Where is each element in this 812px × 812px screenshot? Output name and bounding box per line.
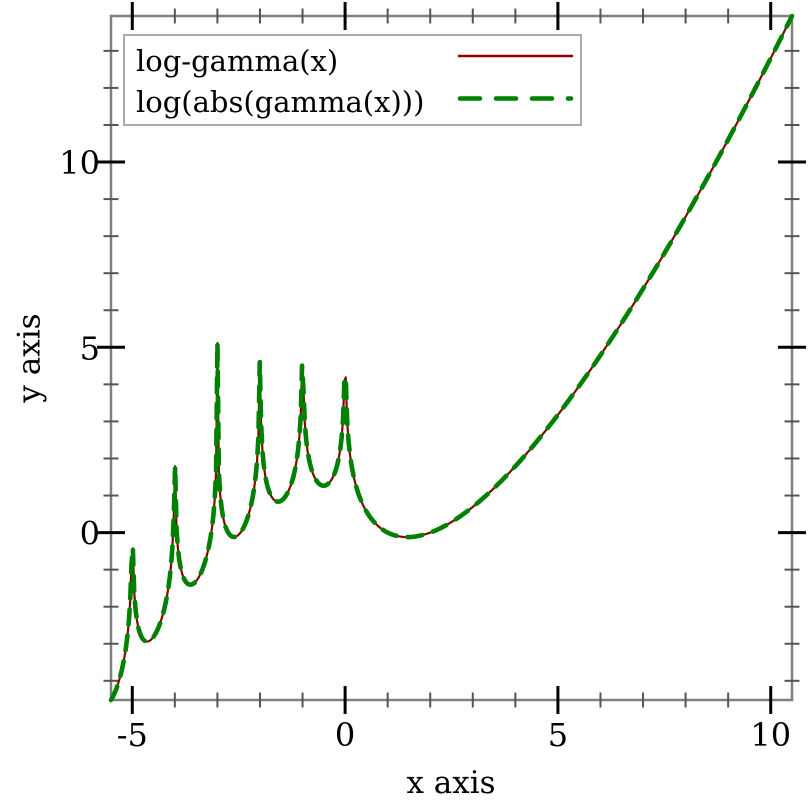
legend-entry-log-gamma: log-gamma(x) — [136, 44, 338, 78]
x-tick-label: 0 — [335, 716, 355, 754]
axis-ticks — [97, 2, 806, 714]
tick-labels: -5 0 5 10 0 5 10 — [59, 144, 791, 754]
legend-box — [123, 34, 582, 126]
y-tick-label: 10 — [59, 144, 100, 182]
x-tick-label: 5 — [548, 716, 568, 754]
y-tick-label: 0 — [80, 515, 100, 553]
y-axis-label: y axis — [12, 313, 48, 403]
x-axis-label: x axis — [406, 765, 495, 801]
plot-frame — [109, 14, 794, 702]
series-layer — [108, 13, 795, 703]
legend: log-gamma(x) log(abs(gamma(x))) — [123, 34, 582, 126]
x-tick-label: 10 — [750, 716, 791, 754]
series-log-abs-gamma-line — [108, 13, 795, 703]
y-tick-label: 5 — [80, 329, 100, 367]
legend-entry-log-abs-gamma: log(abs(gamma(x))) — [136, 85, 424, 119]
x-tick-label: -5 — [117, 716, 148, 754]
